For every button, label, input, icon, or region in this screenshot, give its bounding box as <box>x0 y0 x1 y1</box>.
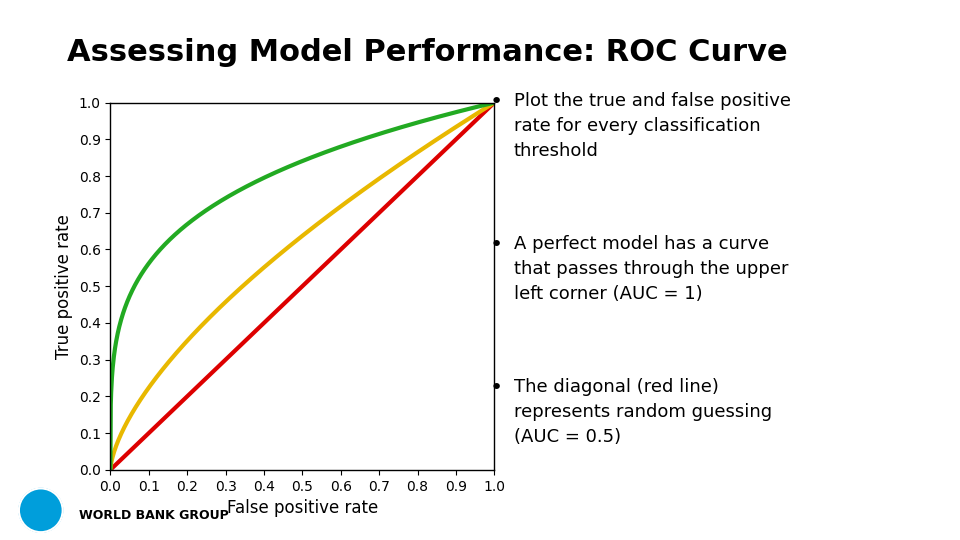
Text: The diagonal (red line)
represents random guessing
(AUC = 0.5): The diagonal (red line) represents rando… <box>514 378 772 446</box>
Circle shape <box>19 488 62 532</box>
Text: •: • <box>490 378 503 398</box>
Text: A perfect model has a curve
that passes through the upper
left corner (AUC = 1): A perfect model has a curve that passes … <box>514 235 788 303</box>
Text: Assessing Model Performance: ROC Curve: Assessing Model Performance: ROC Curve <box>67 38 788 67</box>
Text: •: • <box>490 92 503 112</box>
Y-axis label: True positive rate: True positive rate <box>55 214 73 359</box>
Text: WORLD BANK GROUP: WORLD BANK GROUP <box>79 509 228 522</box>
X-axis label: False positive rate: False positive rate <box>227 499 378 517</box>
Text: •: • <box>490 235 503 255</box>
Text: Plot the true and false positive
rate for every classification
threshold: Plot the true and false positive rate fo… <box>514 92 791 160</box>
